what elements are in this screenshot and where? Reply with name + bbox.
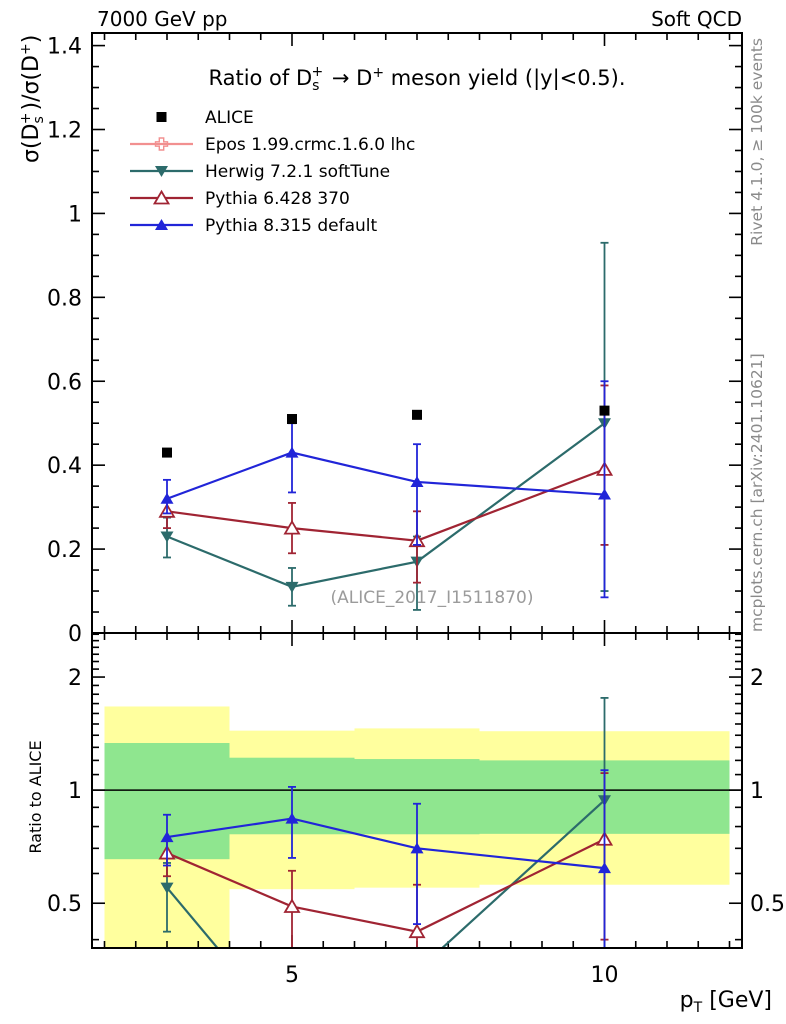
header-beam-energy: 7000 GeV pp: [97, 7, 228, 31]
axis-tick-labels: 5 10 0 0.2 0.4 0.6 0.8 1 1.2 1.4 0.5 0.5 1 1 2 2: [47, 35, 785, 988]
marker-triangle-down: [160, 531, 174, 543]
marker-triangle-up: [160, 492, 174, 504]
y-ratio-tick-label-right: 0.5: [750, 892, 785, 917]
marker-triangle-up-open: [283, 519, 301, 535]
marker-triangle-up: [155, 219, 168, 230]
series-line: [166, 422, 606, 588]
marker-triangle-up: [598, 862, 611, 874]
series-line: [166, 468, 605, 542]
x-tick-label: 10: [591, 963, 619, 988]
series-line: [166, 451, 605, 500]
marker-triangle-down: [285, 581, 299, 593]
ratio-panel-series: [158, 697, 614, 948]
marker-triangle-up: [285, 812, 299, 824]
marker-square: [156, 112, 167, 122]
legend-marker-alice-square-icon: [156, 112, 167, 122]
y-axis-title-main: σ(Ds+)/σ(D+): [18, 35, 47, 163]
y-main-tick-label: 0.4: [47, 454, 82, 479]
y-axis-title-ratio: Ratio to ALICE: [26, 740, 45, 853]
rivet-version-note: Rivet 4.1.0, ≥ 100k events: [748, 38, 766, 246]
y-main-tick-label: 0.6: [47, 370, 82, 395]
marker-triangle-up: [160, 831, 174, 843]
header-process-group: Soft QCD: [651, 7, 742, 31]
legend-label-herwig: Herwig 7.2.1 softTune: [205, 162, 390, 182]
legend-marker-pythia6-triangle-icon: [130, 189, 193, 205]
mcplots-credit-note: mcplots.cern.ch [arXiv:2401.10621]: [748, 353, 766, 632]
marker-triangle-up: [285, 446, 299, 458]
marker-square: [412, 409, 422, 420]
marker-triangle-up: [410, 842, 424, 854]
legend-label-pythia6: Pythia 6.428 370: [205, 189, 350, 209]
x-tick-label: 5: [285, 963, 299, 988]
series-pythia8: [160, 769, 611, 948]
marker-square: [162, 447, 172, 458]
legend-marker-epos-cross-icon: [130, 137, 193, 151]
ratio-plot-frame: [91, 632, 743, 949]
analysis-watermark: (ALICE_2017_I1511870): [331, 588, 534, 608]
marker-triangle-down: [160, 882, 174, 894]
marker-triangle-up: [410, 475, 424, 487]
legend-label-epos: Epos 1.99.crmc.1.6.0 lhc: [205, 135, 415, 155]
y-ratio-tick-label-right: 2: [750, 666, 764, 691]
marker-square: [287, 414, 297, 425]
series-line: [166, 817, 605, 870]
marker-triangle-up: [598, 488, 611, 500]
y-ratio-tick-label-left: 1: [68, 779, 82, 804]
y-main-tick-label: 0.2: [47, 538, 82, 563]
y-ratio-tick-label-left: 2: [68, 666, 82, 691]
y-ratio-tick-label-right: 1: [750, 779, 764, 804]
y-main-tick-label: 1: [68, 202, 82, 227]
marker-cross-open: [154, 137, 169, 151]
series-line: [166, 838, 605, 933]
marker-square: [599, 405, 610, 416]
y-main-tick-label: 1.2: [47, 119, 82, 144]
y-ratio-tick-label-left: 0.5: [47, 892, 82, 917]
series-pythia8: [160, 380, 611, 599]
legend: ALICE Epos 1.99.crmc.1.6.0 lhc Herwig 7.…: [130, 108, 415, 236]
plot-title: Ratio of Ds+ → D+ meson yield (|y|<0.5).: [208, 64, 625, 94]
marker-triangle-up-open: [283, 898, 301, 913]
y-main-tick-label: 0: [68, 622, 82, 647]
marker-triangle-up-open: [152, 189, 171, 205]
series-alice: [162, 405, 610, 458]
main-panel-series: [158, 241, 614, 611]
x-axis-title: pT [GeV]: [680, 988, 772, 1016]
y-main-tick-label: 0.8: [47, 286, 82, 311]
legend-label-alice: ALICE: [205, 108, 254, 128]
legend-marker-pythia8-triangle-icon: [130, 219, 193, 230]
legend-marker-herwig-triangle-icon: [130, 166, 193, 177]
y-main-tick-label: 1.4: [47, 35, 82, 60]
legend-label-pythia8: Pythia 8.315 default: [205, 216, 378, 236]
marker-triangle-down: [155, 166, 168, 177]
marker-triangle-up-open: [408, 923, 426, 939]
